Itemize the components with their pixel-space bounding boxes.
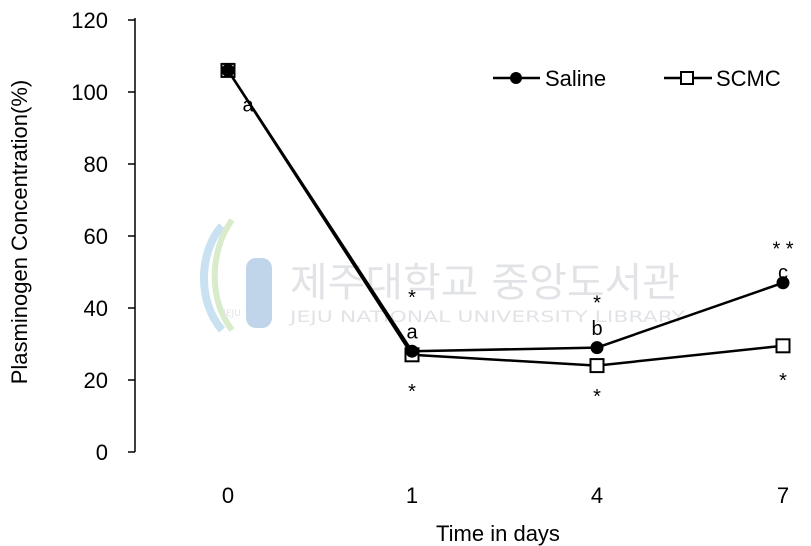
- legend-item-scmc: SCMC: [664, 66, 781, 91]
- annotation-label: a: [406, 321, 418, 343]
- watermark-logo-text: JEJU: [222, 309, 241, 319]
- data-point-saline: [221, 63, 235, 77]
- annotation-layer: a a b c * * * * * * *: [242, 95, 793, 409]
- y-tick-label: 100: [71, 80, 108, 105]
- x-tick-label: 7: [777, 483, 789, 508]
- series-line-saline: [226, 69, 784, 353]
- x-tick-label: 0: [222, 483, 234, 508]
- annotation-label: c: [778, 262, 788, 284]
- watermark-logo: JEJU: [200, 218, 272, 333]
- watermark: JEJU 제주대학교 중앙도서관 JEJU NATIONAL UNIVERSIT…: [200, 218, 686, 333]
- legend-label-saline: Saline: [545, 66, 606, 91]
- y-axis-title: Plasminogen Concentration(%): [7, 80, 32, 385]
- data-point-saline: [776, 276, 790, 290]
- legend-marker-scmc: [680, 71, 694, 85]
- x-ticks: 0 1 4 7: [222, 483, 789, 508]
- x-tick-label: 4: [591, 483, 603, 508]
- data-point-scmc: [589, 358, 605, 374]
- annotation-label: *: [408, 287, 416, 309]
- data-point-saline: [405, 344, 419, 358]
- legend-label-scmc: SCMC: [716, 66, 781, 91]
- data-point-saline: [590, 341, 604, 355]
- series-layer: [220, 62, 791, 374]
- annotation-label: *: [408, 381, 416, 403]
- annotation-label: * *: [772, 239, 793, 261]
- x-axis-title: Time in days: [436, 521, 560, 546]
- series-saline: [221, 63, 790, 358]
- legend-marker-saline: [510, 72, 522, 84]
- legend-item-saline: Saline: [493, 66, 606, 91]
- y-tick-label: 20: [84, 368, 108, 393]
- annotation-label: b: [591, 318, 602, 340]
- x-tick-label: 1: [406, 483, 418, 508]
- annotation-label: *: [593, 386, 601, 408]
- y-tick-label: 60: [84, 224, 108, 249]
- y-tick-label: 0: [96, 440, 108, 465]
- legend: Saline SCMC: [493, 66, 781, 91]
- y-tick-label: 80: [84, 152, 108, 177]
- y-tick-label: 40: [84, 296, 108, 321]
- y-tick-label: 120: [71, 8, 108, 33]
- y-ticks: 0 20 40 60 80 100 120: [71, 8, 135, 465]
- data-point-scmc: [775, 338, 791, 354]
- watermark-english: JEJU NATIONAL UNIVERSITY LIBRARY: [289, 307, 686, 326]
- annotation-label: *: [593, 293, 601, 315]
- annotation-label: a: [242, 95, 254, 117]
- watermark-korean: 제주대학교 중앙도서관: [290, 260, 680, 306]
- annotation-label: *: [779, 370, 787, 392]
